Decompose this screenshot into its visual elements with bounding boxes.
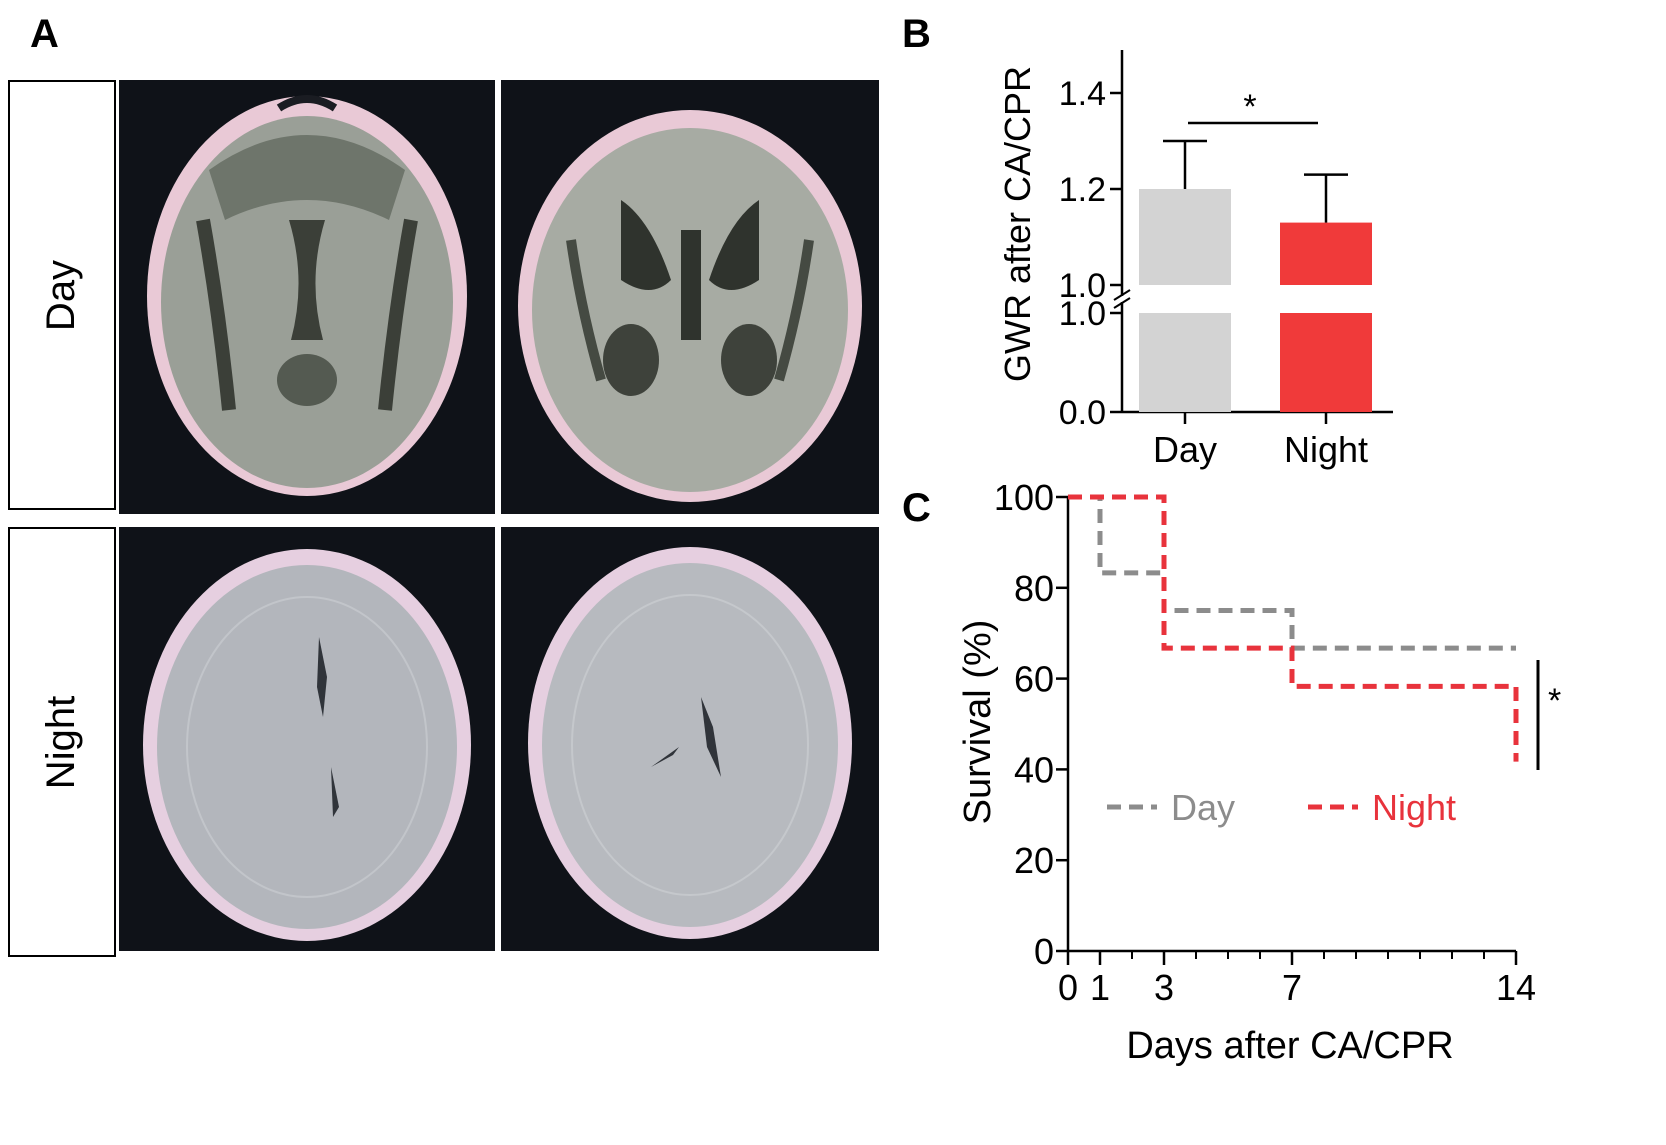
bar-night-lower	[1280, 313, 1372, 412]
y-tick-label: 1.2	[1059, 171, 1106, 209]
x-tick-label: 3	[1154, 967, 1174, 1008]
y-tick-label: 1.4	[1059, 75, 1106, 113]
x-axis-label: Days after CA/CPR	[1126, 1025, 1453, 1067]
y-tick-label: 1.0	[1059, 295, 1106, 333]
survival-line-day	[1068, 494, 1516, 651]
row-label-night-text: Night	[39, 695, 84, 789]
row-label-night: Night	[8, 527, 116, 957]
panel-c-letter: C	[902, 486, 931, 530]
axis-break-mark	[1113, 297, 1131, 309]
ct-image-night-1	[119, 527, 495, 951]
y-tick-label: 0.0	[1059, 394, 1106, 432]
ct-image-day-1	[119, 80, 495, 514]
row-label-day-text: Day	[39, 259, 84, 331]
x-tick-label: 7	[1282, 967, 1302, 1008]
bar-night-upper	[1280, 222, 1372, 285]
y-tick-label: 80	[1014, 568, 1054, 609]
ct-image-night-2	[501, 527, 879, 951]
y-tick-label: 40	[1014, 749, 1054, 790]
row-label-day: Day	[8, 80, 116, 510]
x-tick-label: 1	[1090, 967, 1110, 1008]
significance-star: *	[1548, 682, 1561, 720]
legend-label-night: Night	[1372, 787, 1456, 828]
y-tick-label: 1.0	[1059, 267, 1106, 305]
legend-label-day: Day	[1171, 787, 1235, 828]
y-axis-label: GWR after CA/CPR	[997, 66, 1038, 382]
x-tick-label: 14	[1496, 967, 1536, 1008]
y-tick-label: 0	[1034, 931, 1054, 972]
y-tick-label: 60	[1014, 659, 1054, 700]
panel-a-letter: A	[30, 12, 59, 56]
y-tick-label: 20	[1014, 840, 1054, 881]
y-axis-label: Survival (%)	[957, 620, 999, 825]
y-tick-label: 100	[994, 477, 1054, 518]
panel-b-letter: B	[902, 12, 931, 56]
survival-line-night	[1068, 494, 1519, 762]
x-tick-label: 0	[1058, 967, 1078, 1008]
x-tick-label: Night	[1284, 429, 1368, 470]
bar-day-lower	[1139, 313, 1231, 412]
significance-star: *	[1243, 88, 1256, 126]
ct-image-day-2	[501, 80, 879, 514]
axis-break-mark	[1113, 289, 1131, 301]
bar-day-upper	[1139, 189, 1231, 285]
x-tick-label: Day	[1153, 429, 1217, 470]
